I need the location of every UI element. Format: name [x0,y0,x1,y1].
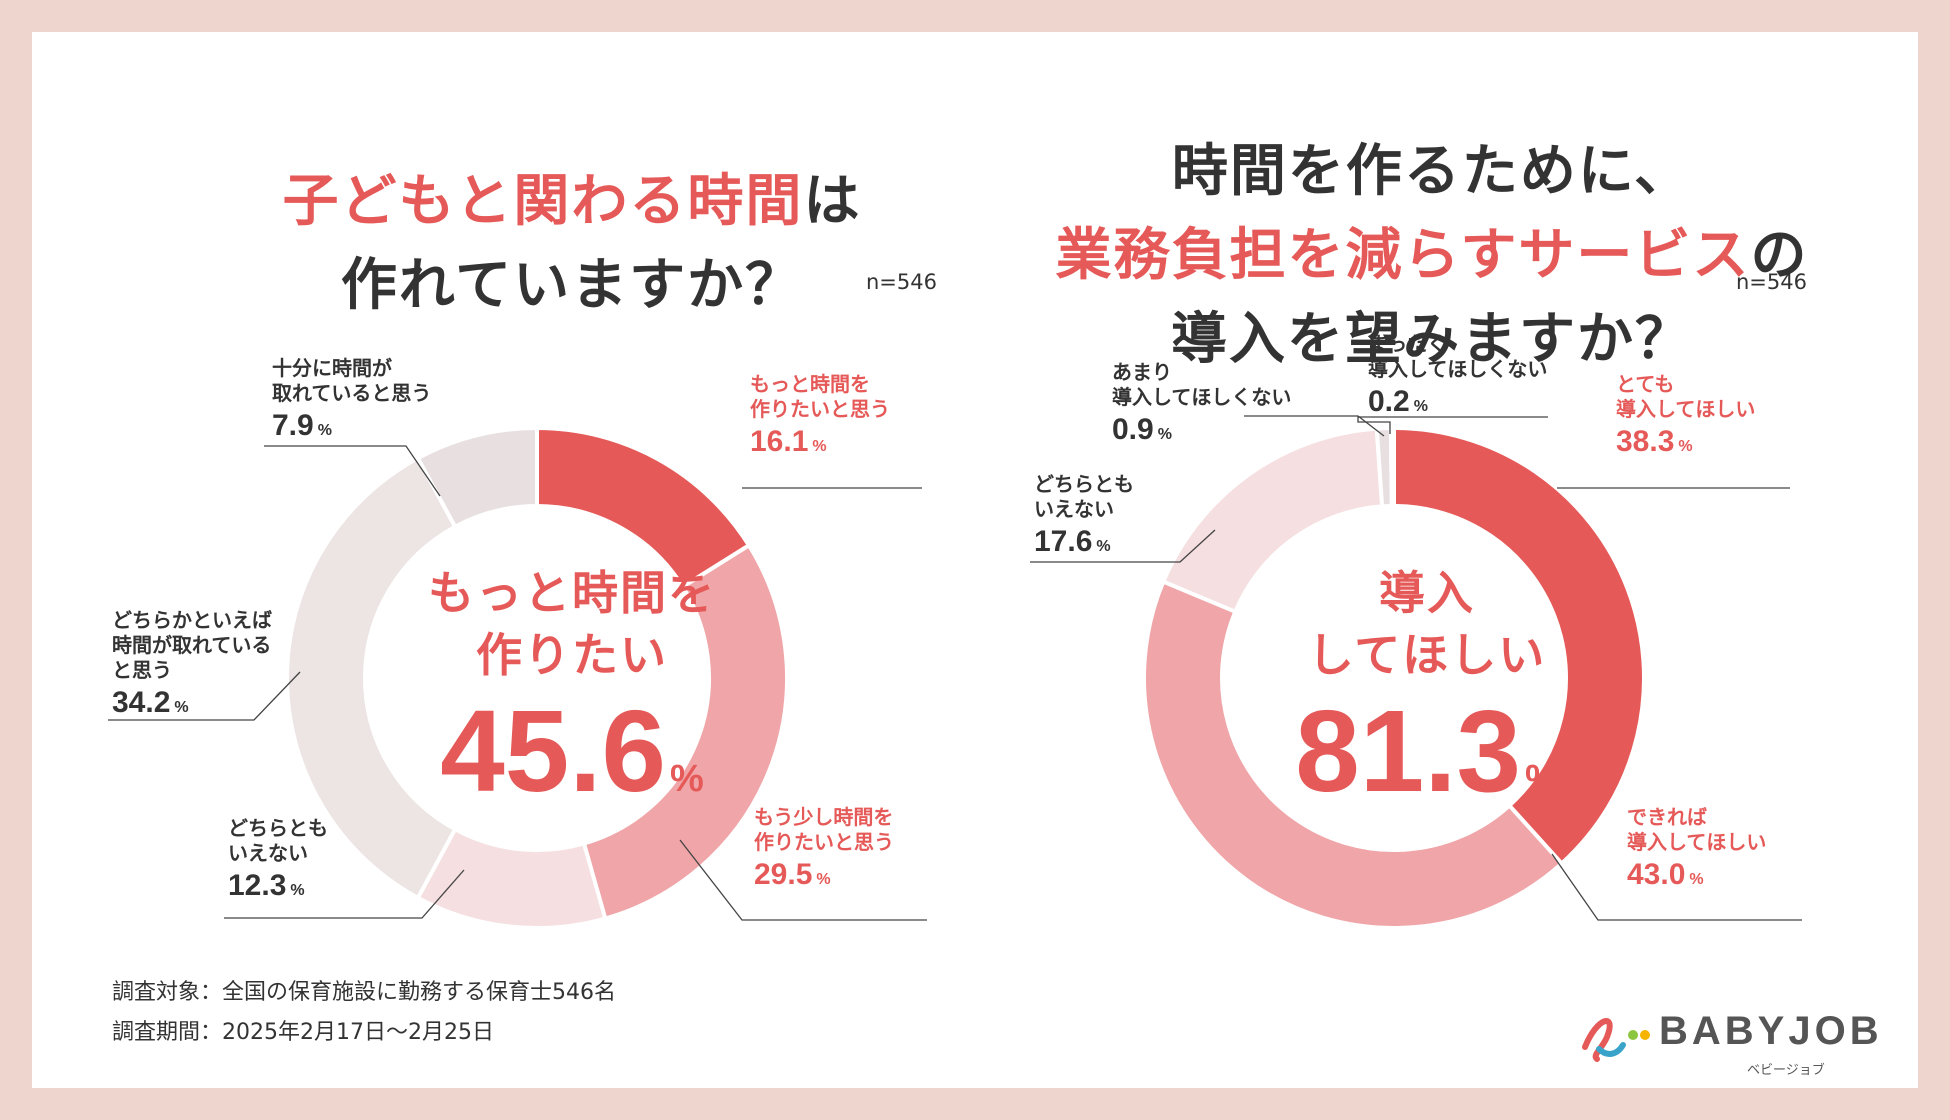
value-left-little-more: 29.5 [754,858,813,891]
right-center-unit: % [1524,758,1559,800]
label-left-more-time-line2: 作りたいと思う [750,397,890,421]
label-right-strongly-want: とても 導入してほしい 38.3% [1616,372,1756,458]
right-title-highlight: 業務負担を減らすサービス [1055,223,1751,288]
left-center-summary: もっと時間を 作りたい 45.6% [362,562,782,844]
right-sample-size: n=546 [1736,270,1807,294]
label-right-neutral-line2: いえない [1034,497,1114,521]
right-title-rest: の [1750,223,1809,288]
infographic-card: 子どもと関わる時間は 作れていますか？ n=546 時間を作るために、 業務負担… [32,32,1918,1088]
value-right-not-much: 0.9 [1112,413,1154,446]
slice-left-somewhat-enough [285,455,458,901]
slice-left-little-more [581,542,789,921]
label-right-not-at-all: まったく 導入してほしくない 0.2% [1368,332,1548,418]
donut-charts [108,415,1802,930]
label-left-little-more-line2: 作りたいと思う [754,830,894,854]
logo-kana-text: ベビージョブ [1747,1063,1825,1078]
right-center-line2: してほしい [1307,628,1547,682]
right-center-value: 81.3 [1295,686,1521,816]
value-right-want: 43.0 [1627,858,1686,891]
left-center-line2: 作りたい [476,628,668,682]
leader-right-not-at-all [1357,416,1548,434]
label-left-enough: 十分に時間が 取れていると思う 7.9% [272,356,432,442]
leader-right-want [1551,853,1802,921]
leader-right-neutral [1030,529,1216,563]
label-left-enough-line2: 取れていると思う [272,381,432,405]
logo-mark-icon [1582,1018,1650,1062]
label-right-strongly-want-line1: とても [1616,372,1675,396]
leader-left-somewhat-enough [108,671,301,721]
label-right-neutral: どちらとも いえない 17.6% [1034,472,1134,558]
label-left-enough-line1: 十分に時間が [272,356,392,380]
leader-left-neutral [224,869,465,919]
value-left-somewhat-enough: 34.2 [112,686,171,719]
label-right-strongly-want-line2: 導入してほしい [1616,397,1756,421]
label-left-little-more: もう少し時間を 作りたいと思う 29.5% [754,805,894,891]
right-title-line3: 導入を望みますか？ [1171,307,1693,372]
survey-target: 調査対象：全国の保育施設に勤務する保育士546名 [112,980,616,1005]
survey-period: 調査期間：2025年2月17日〜2月25日 [112,1020,494,1045]
label-left-little-more-line1: もう少し時間を [754,805,894,829]
label-right-not-much-line1: あまり [1112,360,1172,384]
left-center-line1: もっと時間を [428,566,716,620]
label-left-more-time-line1: もっと時間を [750,372,870,396]
left-title-rest: は [803,169,862,234]
left-title-highlight: 子どもと関わる時間 [282,169,804,234]
value-left-more-time: 16.1 [750,425,809,458]
slice-right-strongly-want [1392,425,1646,867]
label-left-somewhat-enough-line1: どちらかといえば [112,608,272,632]
logo-brand-text: BABYJOB [1659,1009,1883,1053]
left-donut-chart [285,425,789,930]
label-right-neutral-line1: どちらとも [1034,472,1134,496]
label-left-more-time: もっと時間を 作りたいと思う 16.1% [750,372,890,458]
right-donut-chart [1142,425,1646,930]
label-right-not-at-all-line1: まったく [1368,332,1448,356]
right-center-summary: 導入 してほしい 81.3% [1217,562,1637,844]
right-title-line1: 時間を作るために、 [1171,139,1693,204]
left-center-value: 45.6 [440,686,666,816]
label-right-not-much-line2: 導入してほしくない [1112,385,1292,409]
value-left-enough: 7.9 [272,409,314,442]
label-left-neutral-line1: どちらとも [228,816,328,840]
slice-left-enough [415,425,539,530]
label-right-want-line1: できれば [1627,805,1707,829]
slice-right-want [1142,578,1565,930]
label-left-somewhat-enough: どちらかといえば 時間が取れている と思う 34.2% [112,608,272,719]
value-left-neutral: 12.3 [228,869,287,902]
leader-left-enough [264,445,441,497]
value-right-not-at-all: 0.2 [1368,385,1410,418]
value-right-neutral: 17.6 [1034,525,1093,558]
slice-right-not-at-all [1388,425,1396,509]
value-right-strongly-want: 38.3 [1616,425,1675,458]
label-left-neutral: どちらとも いえない 12.3% [228,816,328,902]
label-right-want-line2: 導入してほしい [1627,830,1767,854]
label-right-not-at-all-line2: 導入してほしくない [1368,357,1548,381]
label-right-not-much: あまり 導入してほしくない 0.9% [1112,360,1292,446]
label-left-somewhat-enough-line3: と思う [112,658,172,682]
leader-right-not-much [1244,415,1385,437]
label-left-somewhat-enough-line2: 時間が取れている [112,633,272,657]
right-center-line1: 導入 [1379,566,1475,620]
left-title-line2: 作れていますか？ [340,253,804,318]
right-chart-title: 時間を作るために、 業務負担を減らすサービスの 導入を望みますか？ [992,130,1872,382]
left-chart-title: 子どもと関わる時間は 作れていますか？ [212,160,932,328]
leader-lines [108,415,1802,921]
label-left-neutral-line2: いえない [228,841,308,865]
label-right-want: できれば 導入してほしい 43.0% [1627,805,1767,891]
left-center-unit: % [669,758,704,800]
left-sample-size: n=546 [866,270,937,294]
leader-left-little-more [679,839,927,921]
